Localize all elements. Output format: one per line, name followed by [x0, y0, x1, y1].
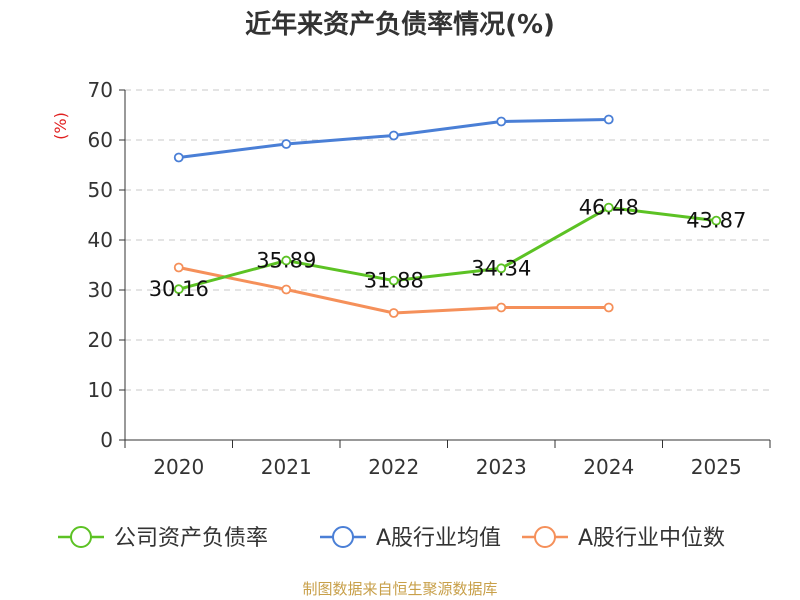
data-point	[603, 302, 614, 313]
data-point	[496, 116, 507, 127]
legend-item-2[interactable]: A股行业中位数	[522, 526, 725, 551]
data-label: 31.88	[364, 269, 424, 293]
y-tick-label: 70	[88, 78, 113, 102]
data-labels: 30.16 35.89 31.88 34.34 46.48 43.87	[149, 196, 747, 302]
legend-label: A股行业均值	[376, 526, 501, 551]
legend[interactable]: 公司资产负债率 A股行业均值 A股行业中位数	[58, 526, 725, 551]
y-tick-label: 30	[88, 278, 113, 302]
x-tick-label: 2021	[261, 455, 312, 479]
legend-marker-icon	[332, 526, 354, 548]
data-point	[281, 255, 292, 266]
x-tick-label: 2020	[153, 455, 204, 479]
data-point	[281, 284, 292, 295]
source-note: 制图数据来自恒生聚源数据库	[302, 580, 497, 598]
series-2	[173, 262, 614, 318]
chart-title: 近年来资产负债率情况(%)	[245, 9, 555, 40]
data-point	[388, 130, 399, 141]
data-point	[496, 302, 507, 313]
data-label: 43.87	[686, 209, 746, 233]
data-point	[173, 152, 184, 163]
data-point	[711, 215, 722, 226]
y-tick-label: 10	[88, 378, 113, 402]
legend-label: A股行业中位数	[578, 526, 725, 551]
x-axis-ticks: 2020 2021 2022 2023 2024 2025	[124, 440, 771, 479]
legend-label: 公司资产负债率	[114, 526, 268, 551]
legend-item-0[interactable]: 公司资产负债率	[58, 526, 268, 551]
axes	[124, 90, 770, 441]
legend-item-1[interactable]: A股行业均值	[320, 526, 501, 551]
y-tick-label: 60	[88, 128, 113, 152]
y-tick-label: 50	[88, 178, 113, 202]
data-label: 46.48	[579, 196, 639, 220]
series-group	[173, 114, 722, 318]
legend-marker-icon	[534, 526, 556, 548]
data-point	[173, 262, 184, 273]
y-axis-ticks: 0 10 20 30 40 50 60 70	[88, 78, 125, 452]
series-line	[178, 206, 717, 291]
data-point	[496, 263, 507, 274]
x-tick-label: 2025	[691, 455, 742, 479]
data-point	[603, 114, 614, 125]
data-label: 34.34	[471, 256, 531, 280]
data-label: 35.89	[256, 249, 316, 273]
y-tick-label: 0	[100, 428, 113, 452]
x-tick-label: 2023	[476, 455, 527, 479]
legend-marker-icon	[70, 526, 92, 548]
x-tick-label: 2022	[368, 455, 419, 479]
data-point	[173, 284, 184, 295]
x-tick-label: 2024	[583, 455, 634, 479]
series-0	[173, 202, 722, 295]
data-point	[388, 275, 399, 286]
data-point	[603, 202, 614, 213]
gridlines	[125, 89, 770, 391]
data-label: 30.16	[149, 277, 209, 301]
y-axis-unit: (%)	[51, 112, 70, 140]
y-tick-label: 20	[88, 328, 113, 352]
data-point	[388, 308, 399, 318]
y-tick-label: 40	[88, 228, 113, 252]
series-1	[173, 114, 614, 163]
data-point	[281, 139, 292, 149]
